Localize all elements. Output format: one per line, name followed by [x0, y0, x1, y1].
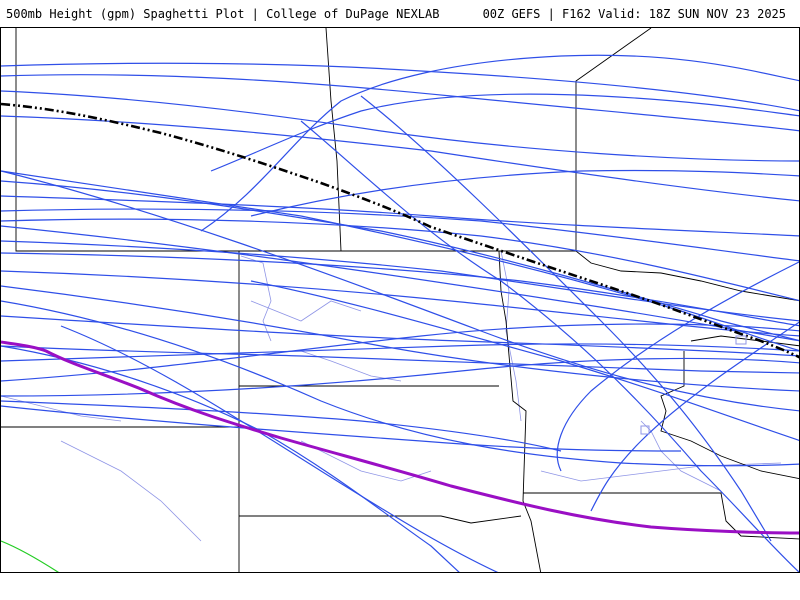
member-line-5 [1, 170, 799, 352]
member-line-30 [590, 321, 799, 512]
member-line-17 [1, 357, 799, 397]
member-line-19 [1, 345, 460, 572]
member-line-28 [250, 280, 799, 441]
member-line-26 [300, 120, 799, 572]
member-line-20 [60, 325, 499, 572]
member-line-14 [1, 315, 799, 357]
member-line-16 [1, 323, 799, 382]
member-line-32 [1, 345, 799, 374]
run-info: 00Z GEFS | F162 Valid: 18Z SUN NOV 23 20… [482, 7, 786, 21]
ensemble-member-lines [1, 54, 799, 572]
member-line-4 [1, 115, 799, 202]
member-line-13 [1, 285, 799, 392]
city-marker [640, 335, 747, 435]
map-canvas [1, 28, 799, 572]
member-line-15 [1, 343, 799, 362]
ensemble-mean-line [1, 102, 799, 359]
member-line-31 [1, 400, 562, 452]
map-panel [0, 27, 800, 573]
product-title: 500mb Height (gpm) Spaghetti Plot | Coll… [6, 7, 440, 21]
member-line-27 [360, 95, 772, 542]
highlight-member-line [1, 340, 799, 535]
member-line-24 [210, 93, 799, 172]
member-line-25 [250, 169, 799, 217]
member-line-33 [1, 405, 682, 452]
member-line-23 [200, 54, 799, 232]
member-line-9 [1, 218, 799, 302]
member-line-11 [1, 252, 799, 327]
member-line-29 [556, 261, 799, 472]
member-line-8 [1, 208, 799, 262]
secondary-contour-line [1, 540, 60, 572]
river-lines [1, 250, 782, 542]
member-line-12 [1, 270, 799, 337]
member-line-2 [1, 74, 799, 132]
member-line-18 [1, 300, 799, 467]
member-line-7 [1, 195, 799, 237]
member-line-10 [1, 240, 799, 322]
member-line-3 [1, 90, 799, 162]
member-line-1 [1, 62, 799, 112]
header-bar: 500mb Height (gpm) Spaghetti Plot | Coll… [0, 0, 800, 27]
